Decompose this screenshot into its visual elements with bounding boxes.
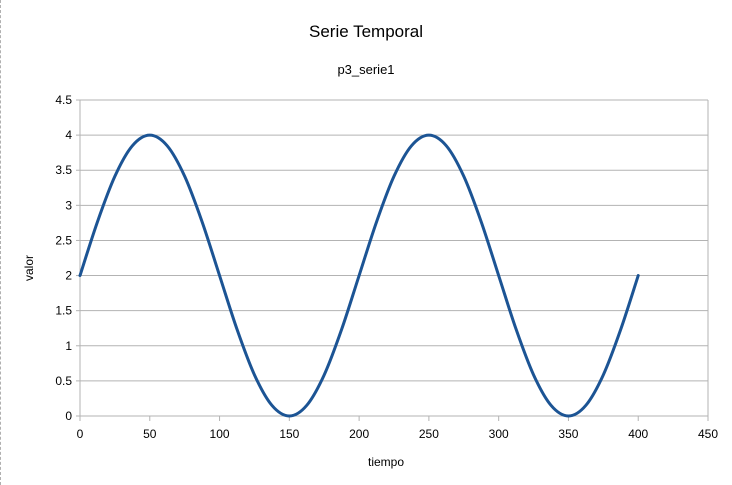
y-axis-label: valor (22, 255, 36, 281)
y-tick-label: 4 (65, 128, 72, 142)
gridlines (80, 99, 708, 417)
y-tick-label: 0 (65, 409, 72, 423)
x-tick-label: 300 (489, 427, 509, 441)
y-tick-label: 2.5 (55, 233, 72, 247)
series-lines (78, 133, 640, 418)
y-tick-label: 1.5 (55, 304, 72, 318)
y-tick-labels: 0 0.5 1 1.5 2 2.5 3 3.5 4 4.5 (55, 93, 72, 423)
chart-title: Serie Temporal (308, 22, 424, 41)
x-axis-label: tiempo (368, 455, 404, 469)
chart-subtitle: p3_serie1 (337, 62, 395, 77)
x-tick-label: 100 (210, 427, 230, 441)
x-tick-label: 400 (628, 427, 648, 441)
x-tick-label: 250 (419, 427, 439, 441)
x-tick-label: 0 (77, 427, 84, 441)
x-tick-label: 50 (143, 427, 157, 441)
x-tick-label: 450 (698, 427, 718, 441)
y-tick-label: 4.5 (55, 93, 72, 107)
y-tick-label: 0.5 (55, 374, 72, 388)
x-tick-label: 150 (279, 427, 299, 441)
x-tick-label: 350 (558, 427, 578, 441)
series-line-0 (78, 133, 640, 418)
y-tick-label: 2 (65, 269, 72, 283)
y-tick-label: 3.5 (55, 163, 72, 177)
x-tick-labels: 0 50 100 150 200 250 300 350 400 450 (77, 427, 719, 441)
x-tick-label: 200 (349, 427, 369, 441)
y-tick-label: 3 (65, 198, 72, 212)
y-tick-label: 1 (65, 339, 72, 353)
